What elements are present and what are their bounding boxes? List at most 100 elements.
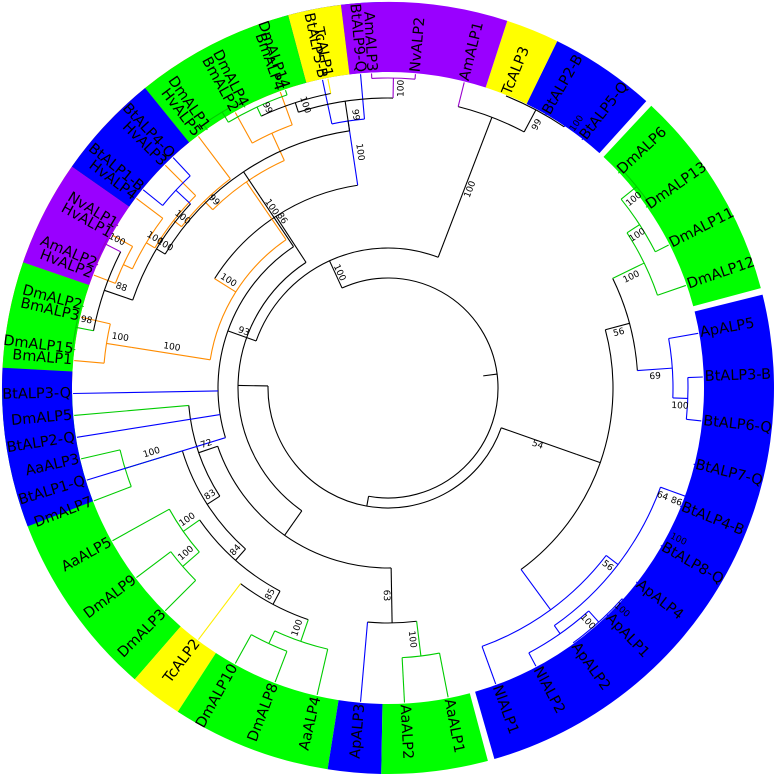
branch-radial (416, 621, 422, 657)
branch-radial (268, 630, 276, 644)
branch-arc (217, 446, 392, 569)
branch-radial (621, 598, 634, 610)
branch-radial (635, 581, 649, 592)
bootstrap-value: 99 (349, 109, 361, 122)
branch-radial (316, 649, 329, 696)
branch-radial (104, 289, 133, 301)
branch-radial (612, 262, 645, 279)
bootstrap-value: 93 (236, 325, 250, 338)
bootstrap-value: 100 (628, 227, 648, 245)
branch-radial (93, 274, 116, 284)
branch-radial (660, 545, 679, 556)
branch-radial (687, 376, 703, 379)
branch-arc (103, 323, 111, 364)
bootstrap-value: 100 (406, 630, 418, 649)
branch-radial (164, 579, 197, 612)
bootstrap-value: 100 (178, 511, 198, 529)
leaf-label: AaALP2 (397, 704, 416, 760)
clade-sector (71, 88, 190, 207)
bootstrap-value: 85 (264, 587, 278, 602)
branch-radial (669, 490, 689, 498)
bootstrap-value: 69 (649, 371, 661, 382)
branch-arc (481, 555, 607, 647)
branch-arc (199, 519, 281, 592)
branch-arc (217, 246, 294, 438)
branch-radial (235, 548, 246, 561)
branch-radial (401, 657, 406, 703)
branch-radial (300, 619, 309, 642)
branch-radial (175, 189, 191, 205)
branch-radial (145, 242, 156, 249)
branch-radial (588, 610, 600, 623)
branch-radial (605, 322, 630, 331)
branch-radial (74, 359, 105, 364)
branch-radial (136, 551, 172, 579)
bootstrap-value: 100 (353, 143, 365, 162)
clade-sector (603, 105, 761, 307)
clade-sector (485, 20, 558, 104)
branch-radial (284, 89, 288, 96)
bootstrap-value: 99 (260, 101, 274, 116)
branch-radial (76, 414, 221, 438)
branch-arc (131, 217, 164, 270)
bootstrap-value: 88 (114, 281, 128, 294)
branch-radial (294, 102, 299, 113)
branch-radial (164, 164, 197, 197)
branch-radial (501, 427, 577, 455)
bootstrap-value: 100 (142, 446, 162, 461)
branch-arc (237, 261, 307, 512)
branch-radial (693, 463, 699, 466)
branch-arc (677, 513, 700, 556)
branch-radial (214, 278, 237, 293)
branch-arc (341, 277, 499, 499)
clade-sector (526, 41, 647, 154)
branch-arc (528, 610, 590, 654)
branch-radial (172, 157, 191, 177)
branch-radial (359, 622, 369, 702)
branch-radial (106, 342, 132, 348)
leaf-label: BtALP3-Q (2, 386, 71, 403)
clade-sector (145, 15, 307, 143)
branch-radial (112, 508, 170, 542)
branch-radial (523, 109, 537, 133)
branch-arc (274, 630, 328, 650)
branch-arc (212, 160, 285, 211)
branch-radial (74, 404, 189, 417)
bootstrap-value: 100 (463, 179, 479, 199)
branch-arc (267, 385, 502, 509)
bootstrap-value: 98 (80, 315, 93, 327)
branch-radial (234, 112, 253, 144)
branch-radial (344, 101, 351, 131)
branch-radial (438, 652, 449, 698)
branch-radial (256, 106, 262, 117)
branch-arc (181, 450, 246, 550)
branch-arc (188, 405, 221, 497)
bootstrap-value: 100 (162, 341, 181, 354)
branch-radial (668, 332, 699, 340)
branch-radial (221, 111, 229, 123)
branch-radial (271, 132, 285, 161)
branch-radial (245, 181, 287, 240)
branch-radial (626, 224, 640, 234)
branch-radial (675, 527, 690, 536)
branch-radial (275, 216, 307, 263)
bootstrap-value: 100 (622, 269, 642, 286)
branch-radial (80, 305, 84, 308)
bootstrap-value: 100 (155, 237, 175, 255)
branch-radial (259, 196, 295, 247)
branch-radial (321, 79, 333, 125)
bootstrap-labels: 1001001009910010010010072831008410010085… (80, 79, 689, 648)
branch-arc (164, 130, 350, 255)
bootstrap-value: 56 (612, 327, 626, 340)
clade-sector (2, 262, 90, 372)
branch-radial (576, 453, 601, 464)
branch-arc (154, 195, 197, 249)
leaf-label: BtALP6-Q (702, 413, 772, 436)
branch-radial (112, 234, 133, 247)
leaf-label: BtALP9-Q (346, 3, 368, 73)
leaf-label: ApALP3 (348, 703, 369, 759)
branch-radial (606, 614, 618, 626)
branch-arc (298, 97, 394, 113)
branch-arc (505, 95, 565, 128)
